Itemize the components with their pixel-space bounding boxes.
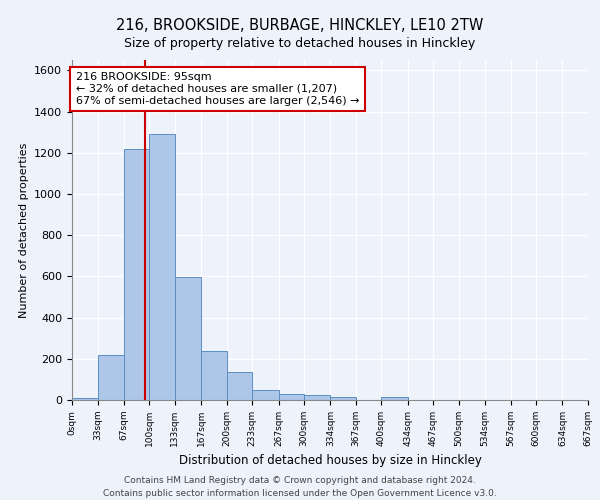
Bar (72, 398, 98, 400)
Bar (252, 390, 278, 400)
Y-axis label: Number of detached properties: Number of detached properties (19, 142, 29, 318)
Bar (304, 395, 331, 400)
Text: 216 BROOKSIDE: 95sqm
← 32% of detached houses are smaller (1,207)
67% of semi-de: 216 BROOKSIDE: 95sqm ← 32% of detached h… (76, 72, 359, 106)
Bar (201, 350, 227, 400)
Text: Contains HM Land Registry data © Crown copyright and database right 2024.
Contai: Contains HM Land Registry data © Crown c… (103, 476, 497, 498)
Bar (149, 134, 175, 400)
Text: 216, BROOKSIDE, BURBAGE, HINCKLEY, LE10 2TW: 216, BROOKSIDE, BURBAGE, HINCKLEY, LE10 … (116, 18, 484, 32)
Bar (175, 278, 201, 400)
Bar (278, 394, 304, 400)
Bar (331, 397, 356, 400)
Bar (124, 148, 149, 400)
Bar (98, 354, 124, 400)
Text: Size of property relative to detached houses in Hinckley: Size of property relative to detached ho… (124, 38, 476, 51)
Bar (382, 397, 408, 400)
Bar (227, 372, 252, 400)
X-axis label: Distribution of detached houses by size in Hinckley: Distribution of detached houses by size … (179, 454, 481, 468)
